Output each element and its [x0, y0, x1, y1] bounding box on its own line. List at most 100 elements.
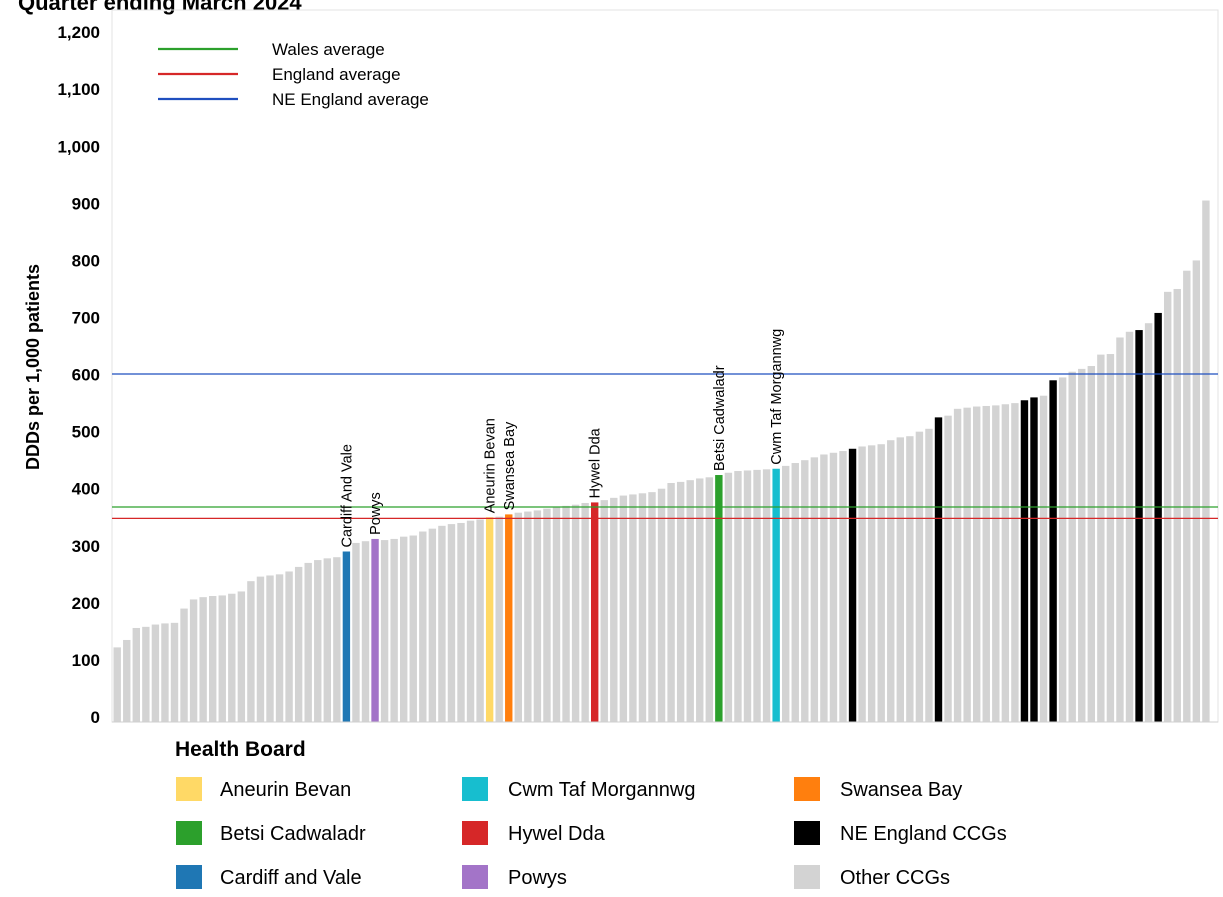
bar-other-ccg: [867, 445, 876, 722]
bar-other-ccg: [352, 542, 360, 722]
bar-other-ccg: [1125, 331, 1134, 722]
bar-other-ccg: [638, 493, 647, 722]
bar-other-ccg: [915, 431, 924, 722]
y-tick-label: 600: [72, 366, 100, 385]
average-legend-label: Wales average: [272, 40, 385, 59]
bar-ne-england-ccg: [1154, 312, 1162, 722]
bar-other-ccg: [753, 469, 761, 722]
bar-label: Hywel Dda: [588, 427, 604, 498]
bar-label: Powys: [368, 492, 384, 535]
bar-other-ccg: [944, 415, 952, 722]
bar-other-ccg: [189, 599, 198, 722]
bar-other-ccg: [256, 576, 265, 722]
legend-swatch: [176, 821, 202, 845]
bar-other-ccg: [199, 597, 207, 722]
legend-swatch: [462, 865, 488, 889]
bar-other-ccg: [390, 538, 398, 722]
bar-other-ccg: [1116, 337, 1124, 722]
bar-other-ccg: [266, 575, 274, 722]
bar-other-ccg: [629, 494, 637, 722]
bar-other-ccg: [1058, 377, 1067, 722]
bar-other-ccg: [791, 463, 799, 722]
bar-other-ccg: [1192, 260, 1201, 722]
bar-other-ccg: [361, 541, 370, 722]
bar-other-ccg: [1087, 366, 1095, 722]
bar-health-board: [342, 551, 351, 722]
bar-other-ccg: [132, 627, 140, 722]
y-tick-label: 1,000: [57, 137, 100, 156]
bar-other-ccg: [476, 519, 484, 722]
legend-label: Betsi Cadwaladr: [220, 823, 366, 845]
legend-label: Powys: [508, 867, 567, 889]
bar-label: Swansea Bay: [502, 421, 518, 510]
bar-other-ccg: [419, 531, 427, 722]
bar-other-ccg: [982, 405, 990, 722]
bar-label: Cardiff And Vale: [339, 444, 355, 547]
bar-other-ccg: [657, 488, 666, 722]
bar-label: Aneurin Bevan: [483, 418, 499, 513]
bar-other-ccg: [228, 593, 236, 722]
bar-other-ccg: [543, 508, 551, 722]
bar-other-ccg: [466, 520, 475, 722]
bar-other-ccg: [734, 471, 742, 722]
bar-other-ccg: [648, 492, 656, 722]
bar-other-ccg: [610, 497, 618, 722]
bar-other-ccg: [142, 626, 150, 722]
legend-swatch: [462, 777, 488, 801]
bar-other-ccg: [1144, 323, 1153, 722]
bar-other-ccg: [237, 591, 246, 722]
bar-other-ccg: [887, 440, 895, 722]
bar-other-ccg: [495, 516, 503, 722]
bar-other-ccg: [581, 502, 589, 722]
bar-other-ccg: [676, 481, 685, 722]
bar-ne-england-ccg: [1020, 400, 1029, 722]
y-tick-label: 800: [72, 251, 100, 270]
bar-ne-england-ccg: [848, 448, 857, 722]
bar-other-ccg: [801, 460, 809, 722]
legend-swatch: [176, 865, 202, 889]
bar-labels: Cardiff And Vale Powys Aneurin Bevan Swanse…: [339, 329, 785, 548]
legend-swatch: [794, 777, 820, 801]
bar-other-ccg: [447, 524, 456, 722]
legend-swatch: [794, 821, 820, 845]
y-tick-label: 100: [72, 651, 100, 670]
bar-health-board: [485, 517, 494, 722]
bar-other-ccg: [314, 560, 322, 722]
y-tick-label: 1,200: [57, 23, 100, 42]
legend-label: Other CCGs: [840, 867, 950, 889]
y-tick-label: 200: [72, 594, 100, 613]
legend-label: NE England CCGs: [840, 823, 1007, 845]
bar-other-ccg: [1001, 404, 1010, 722]
y-tick-label: 400: [72, 480, 100, 499]
y-axis-ticks: 0 100 200 300 400 500 600 700 800 900 1,000 1,100 1,…: [57, 23, 100, 727]
bar-other-ccg: [829, 452, 838, 722]
bar-ne-england-ccg: [1135, 330, 1143, 722]
bar-other-ccg: [161, 623, 169, 722]
bar-other-ccg: [992, 405, 1000, 722]
legend-label: Aneurin Bevan: [220, 779, 351, 801]
bar-other-ccg: [294, 566, 303, 722]
bar-health-board: [505, 514, 513, 722]
bar-other-ccg: [209, 596, 217, 722]
bar-other-ccg: [696, 478, 704, 722]
health-board-legend: Health Board Aneurin Bevan Betsi Cadwaladr…: [175, 738, 1007, 889]
chart-title: Quarter ending March 2024: [18, 0, 302, 15]
bar-other-ccg: [1202, 200, 1210, 722]
bar-health-board: [715, 475, 723, 722]
bar-other-ccg: [820, 454, 828, 722]
average-legend-label: England average: [272, 65, 401, 84]
bar-health-board: [371, 538, 379, 722]
y-tick-label: 1,100: [57, 80, 100, 99]
bar-other-ccg: [810, 457, 819, 722]
y-tick-label: 500: [72, 423, 100, 442]
bar-health-board: [591, 502, 599, 722]
bar-other-ccg: [1078, 368, 1086, 722]
bar-other-ccg: [552, 506, 561, 722]
bar-other-ccg: [839, 451, 847, 722]
bar-other-ccg: [333, 557, 341, 722]
bar-other-ccg: [906, 436, 914, 722]
bar-other-ccg: [524, 511, 532, 722]
bar-other-ccg: [571, 504, 580, 722]
bar-other-ccg: [409, 535, 417, 722]
